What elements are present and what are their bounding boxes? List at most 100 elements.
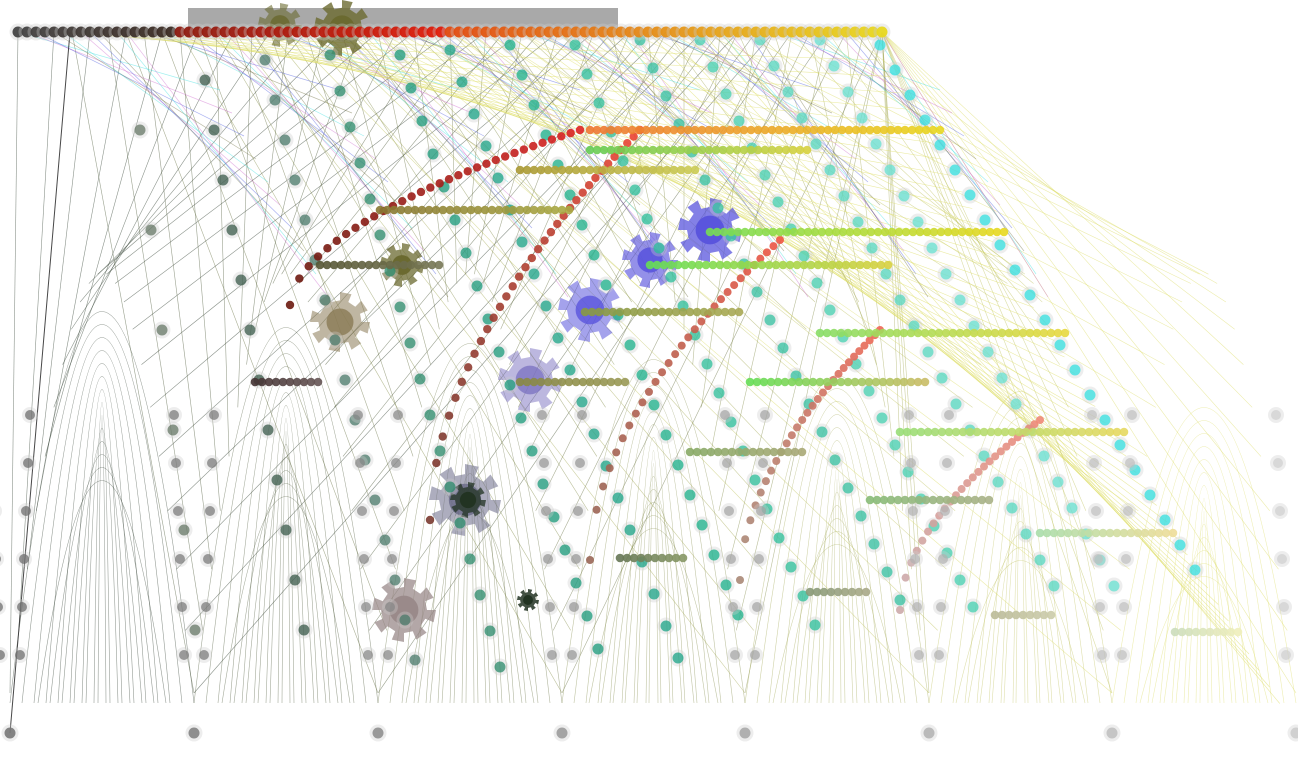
node xyxy=(452,205,462,215)
node xyxy=(1030,420,1039,429)
edge xyxy=(773,31,941,91)
node xyxy=(631,409,640,418)
node xyxy=(564,189,576,201)
node xyxy=(857,377,867,387)
arch-edge xyxy=(57,363,147,704)
node xyxy=(823,125,833,135)
edge xyxy=(881,31,1049,298)
node xyxy=(660,90,672,102)
node xyxy=(908,506,918,516)
node xyxy=(729,260,739,270)
arch-edge xyxy=(1111,407,1297,704)
edge xyxy=(53,31,257,160)
node xyxy=(927,328,937,338)
node xyxy=(171,458,181,468)
node xyxy=(868,538,880,550)
node xyxy=(228,26,240,38)
node xyxy=(592,165,602,175)
node xyxy=(483,324,492,334)
node xyxy=(876,260,886,270)
node xyxy=(391,458,401,468)
node xyxy=(507,26,519,38)
node xyxy=(732,125,742,135)
node xyxy=(651,26,663,38)
node xyxy=(329,260,339,270)
node xyxy=(834,369,843,378)
node xyxy=(1021,427,1031,437)
edge xyxy=(215,31,413,229)
node xyxy=(17,602,27,612)
node xyxy=(866,227,876,237)
node xyxy=(1077,528,1087,538)
edge xyxy=(881,31,1253,408)
node xyxy=(543,205,553,215)
node xyxy=(1140,528,1150,538)
node xyxy=(808,401,817,410)
node xyxy=(937,427,947,437)
edge xyxy=(179,31,563,694)
node xyxy=(244,324,256,336)
edge xyxy=(88,31,343,284)
node xyxy=(963,495,973,505)
node xyxy=(803,408,812,417)
node xyxy=(760,125,770,135)
node xyxy=(1105,528,1115,538)
node xyxy=(396,205,406,215)
node xyxy=(480,26,492,38)
node xyxy=(915,227,925,237)
node xyxy=(934,328,944,338)
node xyxy=(940,506,950,516)
arch-edge xyxy=(1199,511,1209,704)
node xyxy=(638,398,647,407)
node xyxy=(657,553,667,563)
node xyxy=(557,132,566,141)
node xyxy=(864,328,874,338)
node xyxy=(795,26,807,38)
node xyxy=(1084,389,1096,401)
node xyxy=(466,205,476,215)
edge xyxy=(368,31,557,275)
node xyxy=(814,34,826,46)
node xyxy=(1054,339,1066,351)
node xyxy=(613,145,623,155)
edge xyxy=(602,31,785,252)
node xyxy=(434,445,446,457)
node xyxy=(134,124,146,136)
node xyxy=(696,519,708,531)
node xyxy=(174,26,186,38)
node xyxy=(546,227,556,237)
node xyxy=(1024,289,1036,301)
node xyxy=(673,260,683,270)
node xyxy=(606,165,616,175)
node xyxy=(21,506,31,516)
node xyxy=(928,125,938,135)
node xyxy=(476,336,486,346)
node xyxy=(1106,727,1118,739)
node xyxy=(1006,502,1018,514)
node xyxy=(690,165,700,175)
node xyxy=(678,553,688,563)
node xyxy=(641,165,651,175)
arch-edge xyxy=(93,402,111,704)
node xyxy=(460,247,472,259)
node xyxy=(838,190,850,202)
edge xyxy=(881,31,1297,694)
node xyxy=(929,227,939,237)
node xyxy=(550,165,560,175)
node xyxy=(492,172,504,184)
edge xyxy=(863,31,1069,408)
node xyxy=(690,145,700,155)
edge xyxy=(557,31,1165,365)
edge xyxy=(530,31,713,114)
arch-edge xyxy=(9,311,195,704)
node xyxy=(1056,427,1066,437)
node xyxy=(264,26,276,38)
node xyxy=(564,205,574,215)
edge xyxy=(881,31,1270,511)
edge xyxy=(62,31,235,365)
node xyxy=(813,260,823,270)
node xyxy=(1039,610,1049,620)
node xyxy=(0,556,1,562)
node xyxy=(962,328,972,338)
node xyxy=(550,377,560,387)
